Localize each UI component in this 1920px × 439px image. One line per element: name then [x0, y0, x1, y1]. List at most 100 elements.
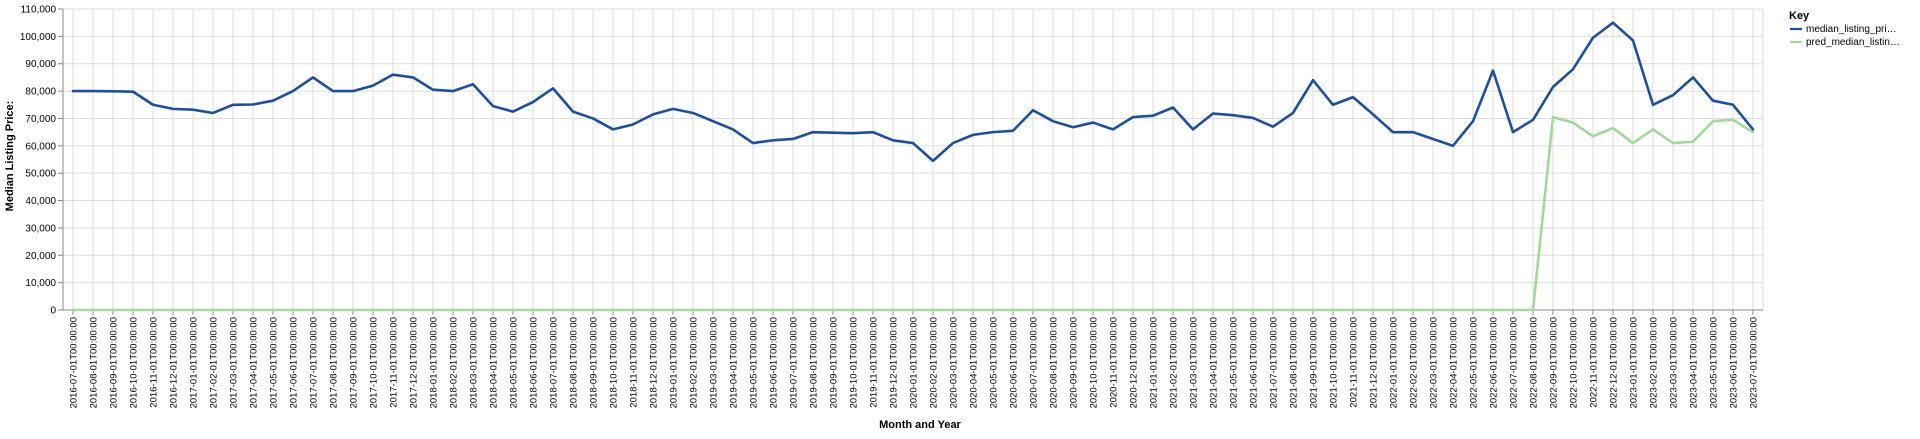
data-point [1092, 309, 1094, 311]
x-tick-label: 2018-07-01T00:00:00 [549, 317, 560, 408]
data-point [372, 84, 374, 87]
x-tick-label: 2019-07-01T00:00:00 [789, 317, 800, 408]
data-point [552, 87, 554, 90]
x-tick-label: 2017-05-01T00:00:00 [269, 317, 280, 408]
data-point [692, 112, 694, 114]
y-tick-label: 40,000 [25, 196, 56, 207]
data-point [1532, 309, 1534, 311]
data-point [732, 128, 734, 131]
x-tick-label: 2020-01-01T00:00:00 [909, 317, 920, 408]
data-point [1312, 79, 1314, 81]
data-point [1552, 86, 1554, 88]
data-point [952, 142, 954, 144]
data-point [1492, 309, 1494, 311]
data-point [772, 139, 774, 142]
axes: 0 10,000 20,000 30,000 40,000 50,000 60,000 70,… [20, 5, 1763, 408]
x-tick-label: 2019-10-01T00:00:00 [849, 317, 860, 408]
data-point [492, 105, 494, 107]
data-point [1632, 142, 1634, 144]
data-point [1012, 309, 1014, 311]
data-point [832, 309, 834, 311]
x-tick-label: 2022-10-01T00:00:00 [1569, 317, 1580, 408]
data-point [1032, 309, 1034, 311]
x-axis-title: Month and Year [879, 419, 961, 431]
x-tick-label: 2017-03-01T00:00:00 [229, 317, 240, 408]
data-point [72, 90, 74, 92]
x-tick-label: 2022-04-01T00:00:00 [1449, 317, 1460, 408]
legend: Key median_listing_pri… pred_median_listi… [1789, 10, 1900, 48]
data-point [372, 309, 374, 311]
data-point [1692, 76, 1694, 79]
data-point [1752, 131, 1754, 133]
data-point [612, 309, 614, 311]
data-point [512, 110, 514, 113]
x-tick-label: 2018-09-01T00:00:00 [589, 317, 600, 408]
x-tick-label: 2019-08-01T00:00:00 [809, 317, 820, 408]
data-point [1312, 309, 1314, 311]
y-tick-label: 10,000 [25, 278, 56, 289]
x-tick-label: 2020-09-01T00:00:00 [1069, 317, 1080, 408]
data-point [1052, 120, 1054, 122]
x-tick-label: 2020-07-01T00:00:00 [1029, 317, 1040, 408]
legend-title: Key [1789, 10, 1810, 22]
y-tick-label: 110,000 [21, 5, 57, 16]
data-point [1192, 309, 1194, 311]
data-point [232, 309, 234, 311]
data-point [892, 139, 894, 142]
x-tick-label: 2022-03-01T00:00:00 [1429, 317, 1440, 408]
data-point [452, 309, 454, 311]
x-tick-label: 2018-10-01T00:00:00 [609, 317, 620, 408]
y-tick-label: 100,000 [20, 32, 57, 43]
data-point [332, 309, 334, 311]
data-point [1712, 120, 1714, 122]
data-point [72, 309, 74, 311]
x-tick-label: 2022-05-01T00:00:00 [1469, 317, 1480, 408]
data-point [1612, 127, 1614, 129]
gridlines [63, 8, 1764, 311]
x-tick-label: 2019-02-01T00:00:00 [689, 317, 700, 408]
x-tick-label: 2021-08-01T00:00:00 [1289, 317, 1300, 408]
data-point [532, 101, 534, 103]
series-points [72, 116, 1754, 311]
data-point [832, 131, 834, 134]
y-axis-title: Median Listing Price: [4, 101, 16, 212]
data-point [472, 309, 474, 311]
x-tick-label: 2017-12-01T00:00:00 [409, 317, 420, 408]
series-points [72, 21, 1754, 162]
data-point [852, 132, 854, 135]
data-point [1272, 309, 1274, 311]
data-point [912, 309, 914, 311]
data-point [752, 309, 754, 311]
data-point [172, 309, 174, 311]
data-point [1732, 103, 1734, 106]
x-tick-label: 2022-06-01T00:00:00 [1489, 317, 1500, 408]
data-point [1292, 112, 1294, 114]
data-point [812, 131, 814, 133]
data-point [852, 309, 854, 311]
data-point [1732, 119, 1734, 121]
data-point [1192, 128, 1194, 131]
data-point [472, 83, 474, 86]
x-tick-label: 2021-12-01T00:00:00 [1369, 317, 1380, 408]
data-point [1392, 131, 1394, 133]
x-tick-label: 2021-06-01T00:00:00 [1249, 317, 1260, 408]
x-tick-label: 2020-08-01T00:00:00 [1049, 317, 1060, 408]
x-tick-label: 2017-06-01T00:00:00 [289, 317, 300, 408]
data-point [792, 309, 794, 311]
data-point [672, 108, 674, 110]
data-point [1392, 309, 1394, 311]
data-point [1352, 309, 1354, 311]
data-point [1332, 309, 1334, 311]
data-point [532, 309, 534, 311]
x-tick-label: 2018-01-01T00:00:00 [429, 317, 440, 408]
legend-label: pred_median_listin… [1806, 37, 1900, 48]
data-point [1672, 142, 1674, 144]
data-point [1212, 112, 1214, 115]
data-point [1412, 131, 1414, 133]
x-tick-label: 2021-01-01T00:00:00 [1149, 317, 1160, 408]
data-point [792, 138, 794, 140]
data-point [692, 309, 694, 311]
data-point [1552, 116, 1554, 118]
x-tick-label: 2019-01-01T00:00:00 [669, 317, 680, 408]
